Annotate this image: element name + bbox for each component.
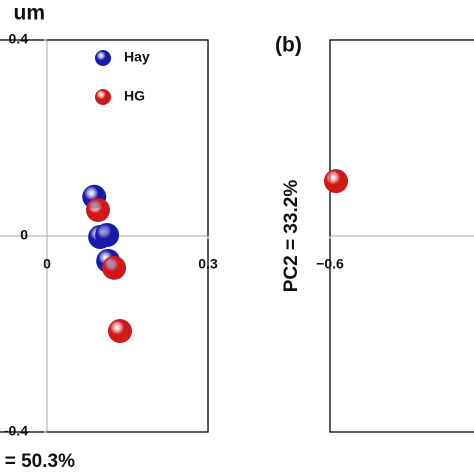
legend-label: Hay (124, 49, 150, 65)
legend-marker (95, 50, 111, 66)
y-tick-label: 0 (20, 227, 28, 243)
x-tick-label: 0 (43, 256, 51, 272)
y-tick-label: -0.4 (4, 423, 28, 439)
point (85, 198, 110, 223)
legend-label: HG (124, 88, 145, 104)
x-tick-label: −0.6 (316, 256, 344, 272)
point (107, 319, 132, 344)
legend-marker (95, 89, 111, 105)
chart-title: um (14, 2, 46, 25)
point (102, 255, 127, 280)
point (324, 169, 348, 194)
y-tick-label: 0.4 (9, 31, 29, 47)
x-axis-label: PC1 = 50.3% (0, 451, 75, 472)
y-axis-label: PC2 = 33.2% (281, 180, 302, 293)
chart-title: (b) (275, 34, 302, 57)
x-tick-label: 0.3 (198, 256, 218, 272)
point (95, 223, 120, 248)
